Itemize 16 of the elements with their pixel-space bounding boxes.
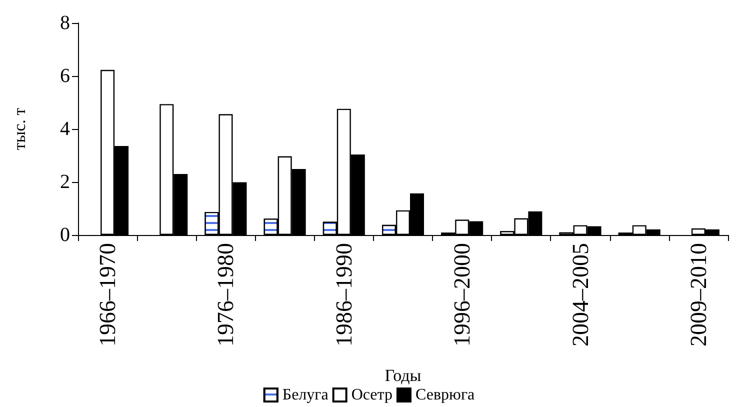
y-tick-label: 6 [60, 65, 70, 87]
x-tick-label: 1976–1980 [213, 243, 238, 346]
x-tick-label: 1966–1970 [95, 243, 120, 346]
legend-label: Севрюга [415, 386, 475, 404]
y-tick-label: 0 [60, 224, 70, 246]
y-tick-label: 4 [60, 118, 70, 140]
x-axis-title: Годы [384, 366, 422, 385]
x-tick-label: 2004–2005 [568, 243, 593, 346]
y-axis-title: тыс. т [10, 107, 29, 150]
legend-label: Белуга [282, 386, 328, 404]
x-tick-label: 1986–1990 [331, 243, 356, 346]
y-tick-label: 8 [60, 12, 70, 34]
x-tick-label: 1996–2000 [450, 243, 475, 346]
x-tick-label: 2009–2010 [686, 243, 711, 346]
legend-label: Осетр [351, 386, 392, 404]
y-tick-label: 2 [60, 171, 70, 193]
